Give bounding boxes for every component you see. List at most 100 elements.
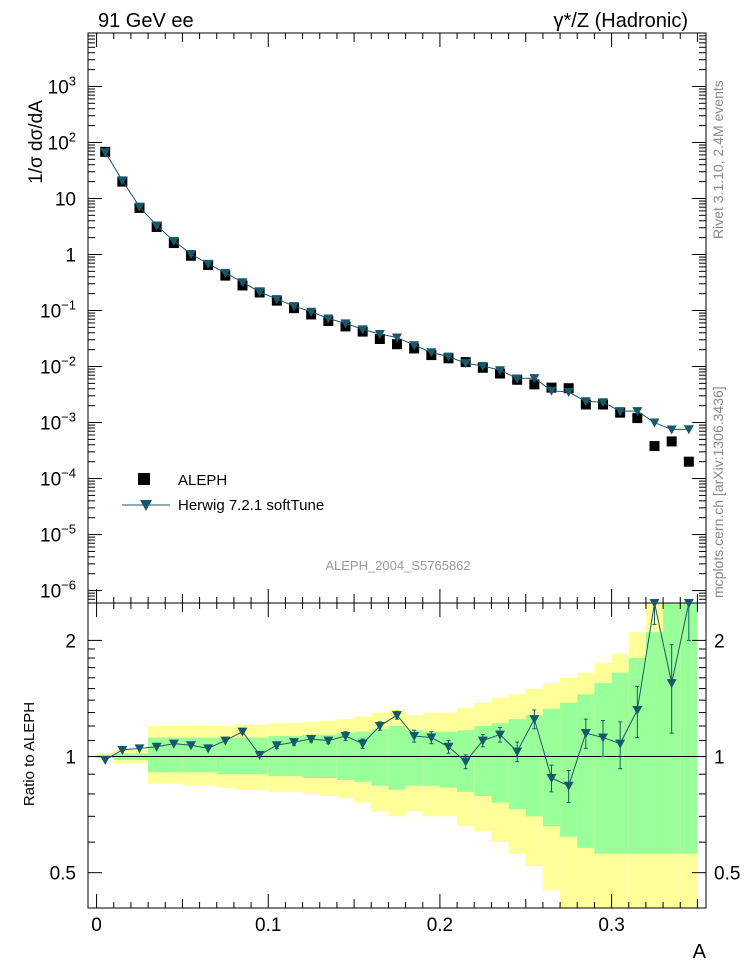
ratio-point	[134, 744, 145, 754]
herwig-point	[666, 425, 677, 435]
herwig-point	[289, 302, 299, 312]
band-inner-bin	[680, 603, 698, 854]
band-inner-bin	[439, 731, 458, 788]
herwig-point	[306, 307, 317, 317]
ratio-point	[495, 730, 505, 740]
ratio-ytick-label: 0.5	[50, 864, 76, 885]
side-text-upper: Rivet 3.1.10, 2.4M events	[710, 80, 726, 239]
herwig-point	[237, 278, 248, 288]
main-ytick-label: 10−1	[40, 298, 76, 323]
ratio-marks	[100, 599, 694, 804]
herwig-point	[598, 398, 608, 408]
ratio-point	[203, 744, 214, 754]
ratio-point	[323, 736, 334, 746]
band-inner-bin	[577, 694, 595, 848]
herwig-point	[392, 333, 402, 343]
herwig-line	[104, 151, 689, 431]
band-inner-bin	[216, 737, 234, 775]
ratio-point	[392, 711, 402, 721]
aleph-point	[666, 436, 677, 447]
herwig-point	[374, 330, 385, 340]
ratio-point	[666, 679, 677, 689]
ratio-point	[615, 739, 626, 749]
herwig-point	[683, 425, 694, 435]
ratio-ytick-label: 2	[65, 631, 76, 652]
herwig-point	[460, 359, 471, 369]
herwig-point	[151, 221, 162, 231]
aleph-point	[529, 379, 540, 390]
legend: ALEPH Herwig 7.2.1 softTune	[122, 472, 324, 514]
herwig-point	[529, 374, 540, 384]
main-ytick-label: 1	[65, 245, 76, 266]
ratio-point	[580, 729, 591, 739]
ratio-ytick-label: 1	[65, 748, 76, 769]
aleph-point	[683, 456, 694, 467]
herwig-point	[357, 325, 368, 335]
ratio-point	[220, 736, 231, 746]
ratio-point	[443, 742, 454, 752]
ratio-ytick-label-right: 0.5	[714, 864, 740, 885]
ratio-point	[529, 715, 540, 725]
herwig-point	[563, 388, 574, 398]
herwig-point	[512, 374, 523, 384]
band-inner-bin	[560, 702, 578, 837]
ratio-point	[117, 745, 128, 755]
header-right: γ*/Z (Hadronic)	[554, 10, 688, 32]
herwig-point	[271, 295, 282, 305]
herwig-point	[168, 236, 179, 246]
herwig-point	[254, 287, 265, 297]
ratio-point	[186, 741, 196, 751]
main-ytick-label: 103	[48, 73, 76, 98]
ratio-axes: 0 0.1 0.2 0.3 0.5 0.5 1 1 2 2	[50, 602, 740, 936]
aleph-point	[392, 339, 402, 350]
ratio-point	[100, 755, 111, 765]
main-ytick-label: 102	[48, 129, 76, 154]
herwig-point	[220, 268, 231, 278]
herwig-point	[546, 386, 557, 396]
xtick-label: 0.2	[427, 915, 453, 936]
herwig-point	[426, 348, 437, 358]
ratio-point	[237, 727, 248, 737]
band-inner-bin	[474, 725, 492, 797]
main-frame	[87, 32, 707, 604]
band-inner-bin	[508, 719, 526, 810]
herwig-point	[495, 366, 505, 376]
herwig-point	[649, 418, 660, 428]
band-inner-bin	[594, 683, 612, 854]
xlabel: A	[693, 941, 707, 963]
ratio-point	[271, 741, 282, 751]
main-ytick-label: 10−2	[40, 354, 76, 379]
herwig-point	[443, 352, 454, 362]
band-inner-bin	[645, 632, 664, 854]
analysis-label: ALEPH_2004_S5765862	[325, 558, 470, 573]
band-inner-bin	[199, 737, 217, 773]
xtick-label: 0.3	[598, 915, 624, 936]
herwig-point	[477, 362, 488, 372]
herwig-point	[186, 250, 196, 260]
band-inner-bin	[388, 725, 406, 790]
band-inner-bin	[233, 737, 252, 775]
legend-label-herwig: Herwig 7.2.1 softTune	[178, 497, 324, 514]
ratio-point	[254, 750, 265, 760]
ratio-point	[649, 599, 660, 608]
ratio-point	[512, 747, 523, 757]
legend-marker-herwig	[140, 500, 152, 511]
header-left: 91 GeV ee	[98, 10, 194, 32]
band-inner-bin	[491, 723, 509, 803]
herwig-point	[340, 319, 351, 329]
ratio-point	[374, 721, 385, 731]
band-inner-bin	[371, 728, 389, 786]
ratio-point	[168, 739, 179, 749]
herwig-point	[323, 314, 334, 324]
legend-label-aleph: ALEPH	[178, 472, 227, 489]
ratio-ylabel: Ratio to ALEPH	[21, 702, 38, 806]
herwig-point	[117, 176, 128, 186]
xtick-label: 0.1	[255, 915, 281, 936]
ratio-bands	[88, 603, 706, 908]
side-text-lower: mcplots.cern.ch [arXiv:1306.3436]	[710, 386, 726, 598]
main-ytick-label: 10−3	[40, 410, 76, 435]
legend-marker-aleph	[138, 473, 150, 485]
band-inner-bin	[165, 737, 183, 773]
ratio-frame	[87, 602, 707, 909]
